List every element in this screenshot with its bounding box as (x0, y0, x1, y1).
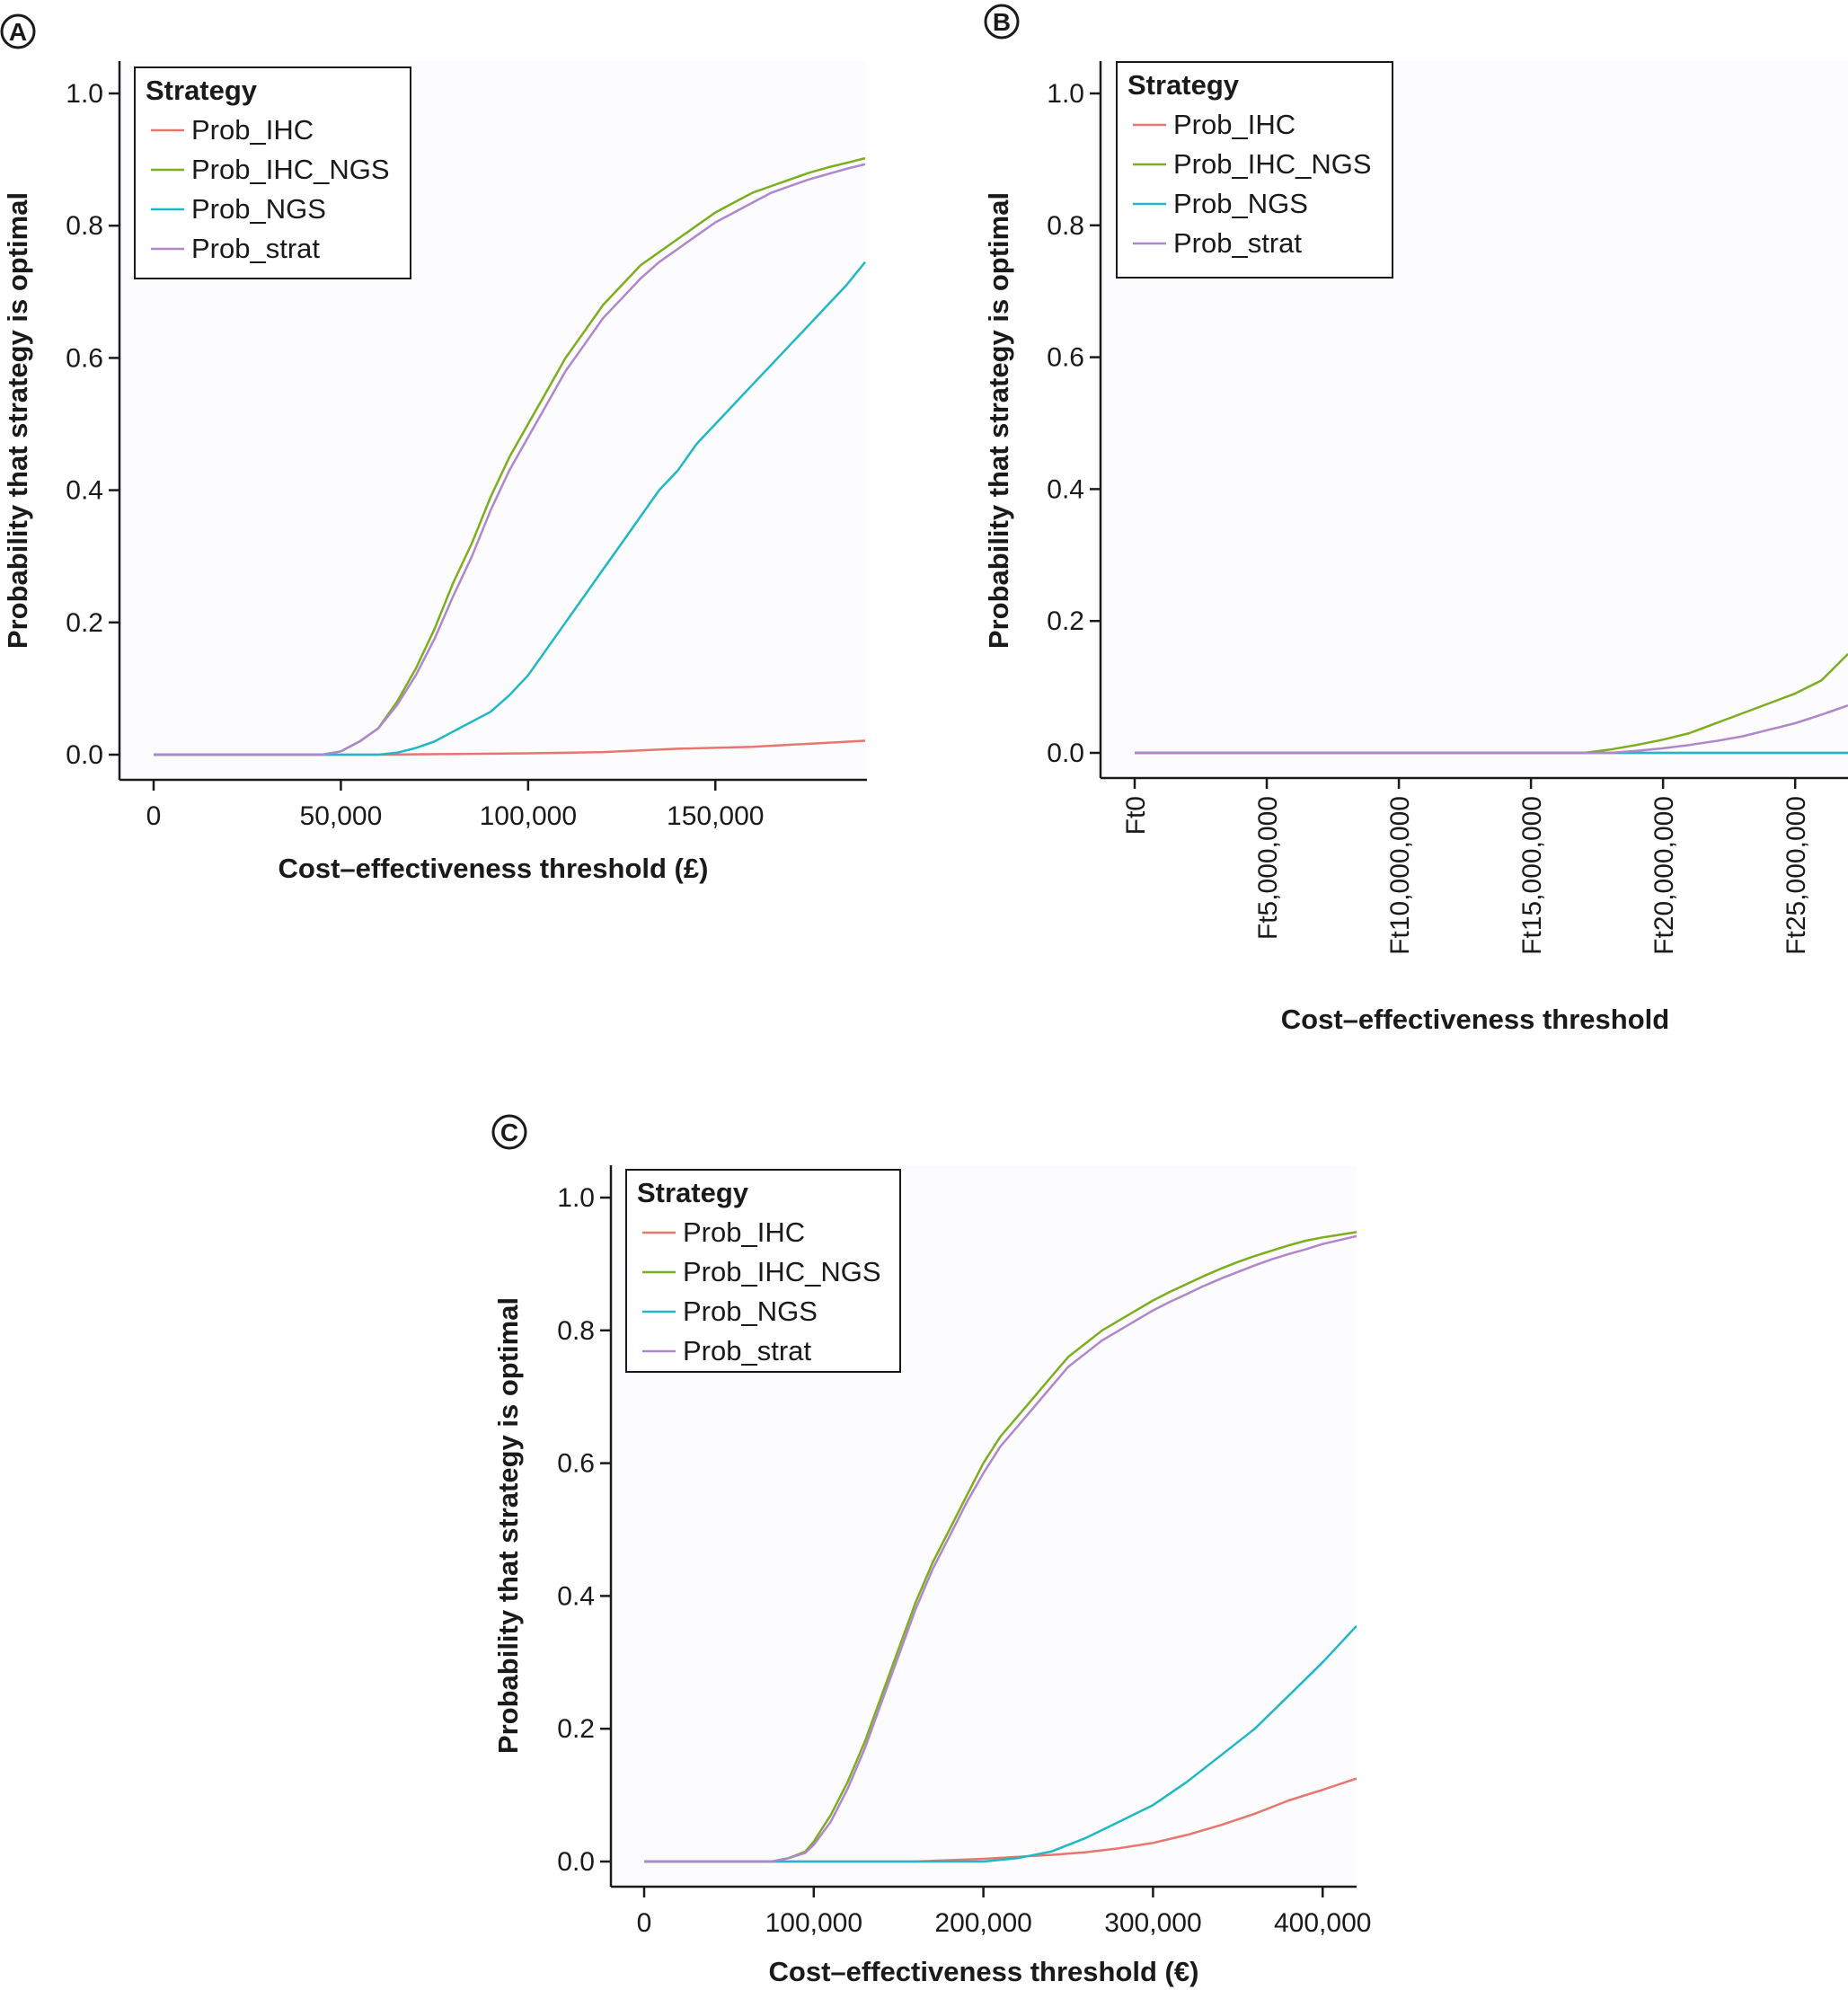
panel-a-y-tick-label: 0.4 (66, 476, 103, 506)
panel-a-x-tick-label: 150,000 (667, 801, 764, 831)
panel-b-y-axis-title: Probability that strategy is optimal (983, 192, 1014, 649)
panel-a-legend-title: Strategy (146, 75, 258, 106)
panel-a-legend-label: Prob_strat (191, 233, 320, 264)
panel-b-legend-label: Prob_NGS (1173, 188, 1308, 219)
panel-a-x-tick-label: 100,000 (480, 801, 577, 831)
panel-c-legend-label: Prob_strat (683, 1335, 811, 1366)
panel-a-letter: A (9, 18, 27, 46)
panel-b-legend-label: Prob_IHC_NGS (1173, 148, 1372, 180)
panel-a-letter-circle (0, 13, 36, 49)
panel-a: A 0.0 0.2 0.4 0.6 0.8 1.0 0 50,000 100,000 150,00… (0, 13, 867, 884)
panel-c-legend-label: Prob_IHC (683, 1216, 805, 1248)
panel-c-y-axis-title: Probability that strategy is optimal (492, 1297, 524, 1754)
panel-a-y-tick-label: 0.6 (66, 343, 103, 373)
panel-a-series-prob-ngs (154, 261, 866, 756)
panel-a-y-tick-label: 0.8 (66, 211, 103, 241)
panel-b-x-tick-label: Ft20,000,000 (1649, 796, 1679, 955)
panel-b-legend-label: Prob_strat (1173, 227, 1302, 259)
panel-c-x-tick-label: 0 (637, 1908, 652, 1938)
panel-a-x-tick-label: 50,000 (300, 801, 383, 831)
panel-a-series-prob-ihc-ngs (154, 156, 866, 756)
panel-b-y-tick-label: 0.0 (1047, 739, 1084, 768)
panel-b-legend-label: Prob_IHC (1173, 109, 1295, 140)
panel-c-y-tick-label: 0.4 (557, 1581, 595, 1611)
panel-b-y-tick-label: 0.8 (1047, 211, 1084, 241)
panel-b-letter: B (993, 8, 1011, 36)
panel-a-series-prob-ihc (154, 739, 866, 756)
panel-c-y-tick-label: 0.8 (557, 1316, 595, 1346)
panel-c-legend-title: Strategy (637, 1177, 749, 1208)
panel-c-legend-box (625, 1169, 901, 1373)
panel-b-legend-title: Strategy (1127, 69, 1240, 101)
panel-b-x-tick-label: Ft10,000,000 (1385, 796, 1415, 955)
panel-a-legend-box (134, 66, 411, 279)
panel-c-series-prob-ngs (644, 1624, 1357, 1863)
panel-c-y-tick-label: 1.0 (557, 1183, 595, 1213)
panel-c-x-tick-label: 200,000 (934, 1908, 1031, 1938)
panel-c-y-tick-label: 0.2 (557, 1714, 595, 1744)
panel-a-y-axis-title: Probability that strategy is optimal (2, 192, 33, 649)
panel-b-x-tick-label: Ft0 (1121, 796, 1151, 835)
panel-a-legend-label: Prob_IHC (191, 114, 314, 146)
panel-b-series-prob-strat (1135, 704, 1848, 755)
panel-b-x-tick-label: Ft5,000,000 (1253, 796, 1283, 940)
panel-a-y-tick-label: 1.0 (66, 79, 103, 109)
panel-c-series-prob-ihc (644, 1777, 1357, 1863)
panel-b-y-tick-label: 0.2 (1047, 606, 1084, 636)
panel-b-x-tick-label: Ft25,000,000 (1782, 796, 1811, 955)
panel-c-series-prob-ihc-ngs (644, 1231, 1357, 1863)
panel-b-series-prob-ihc-ngs (1135, 653, 1848, 755)
panel-c-y-tick-label: 0.6 (557, 1449, 595, 1479)
panel-b-x-axis-title: Cost–effectiveness threshold (1281, 1004, 1669, 1035)
panel-c-series-prob-strat (644, 1234, 1357, 1863)
panel-a-series-prob-strat (154, 163, 866, 756)
panel-b-y-tick-label: 1.0 (1047, 79, 1084, 109)
panel-b: B 0.0 0.2 0.4 0.6 0.8 1.0 Ft0 Ft5,000,000 Ft10,0… (983, 4, 1848, 1035)
panel-a-y-tick-label: 0.2 (66, 608, 103, 638)
panel-b-y-tick-label: 0.6 (1047, 343, 1084, 373)
panel-c-legend-label: Prob_NGS (683, 1296, 818, 1327)
panel-c-legend-label: Prob_IHC_NGS (683, 1256, 881, 1287)
panel-c-x-tick-label: 300,000 (1104, 1908, 1201, 1938)
panel-c-x-tick-label: 100,000 (765, 1908, 862, 1938)
panel-b-legend-box (1116, 61, 1393, 279)
panel-b-x-tick-label: Ft15,000,000 (1517, 796, 1547, 955)
panel-a-legend-label: Prob_IHC_NGS (191, 154, 390, 185)
panel-a-legend-label: Prob_NGS (191, 193, 326, 225)
panel-a-x-tick-label: 0 (146, 801, 162, 831)
panel-c-x-axis-title: Cost–effectiveness threshold (€) (769, 1956, 1199, 1987)
panel-a-y-tick-label: 0.0 (66, 740, 103, 770)
panel-b-letter-circle (984, 4, 1020, 40)
panel-c: C 0.0 0.2 0.4 0.6 0.8 1.0 0 100,000 200,000 300,0… (491, 1114, 1371, 1987)
panel-c-y-tick-label: 0.0 (557, 1847, 595, 1877)
panel-c-letter: C (500, 1119, 518, 1146)
panel-c-x-tick-label: 400,000 (1274, 1908, 1371, 1938)
panel-c-letter-circle (491, 1114, 527, 1150)
panel-b-y-tick-label: 0.4 (1047, 474, 1084, 504)
panel-a-x-axis-title: Cost–effectiveness threshold (£) (279, 853, 709, 884)
